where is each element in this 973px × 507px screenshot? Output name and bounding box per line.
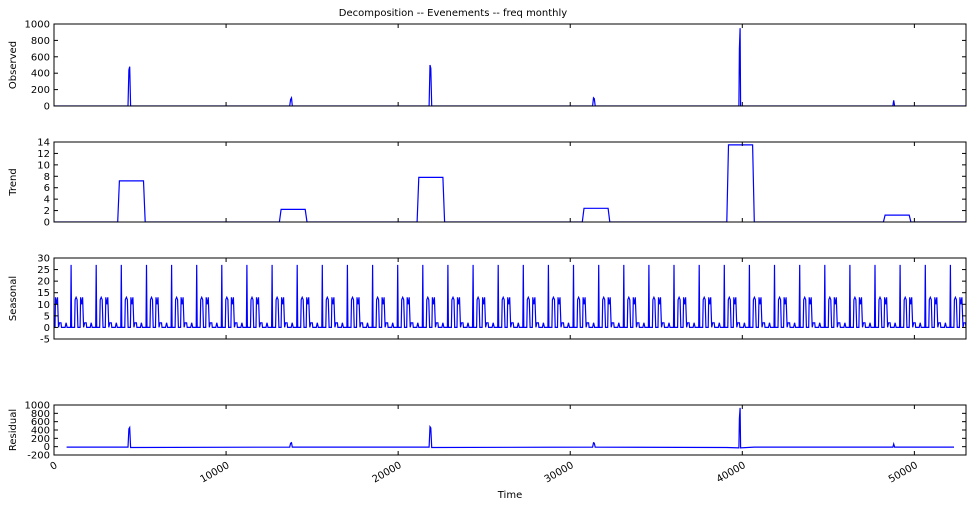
y-tick-label: 10 [37, 160, 50, 171]
y-tick-label: 2 [44, 206, 50, 217]
y-tick-label: 600 [31, 52, 50, 63]
y-axis-label-trend: Trend [8, 168, 19, 196]
y-axis-label-observed: Observed [8, 41, 19, 89]
series-line-trend [54, 144, 966, 222]
y-tick-label: -200 [27, 451, 50, 462]
y-tick-label: 1000 [25, 20, 50, 31]
panels: 02004006008001000Observed02468101214Tren… [8, 20, 967, 486]
axes-frame [53, 257, 967, 340]
y-tick-label: 0 [44, 102, 50, 113]
panel-observed: 0 200 400 600 800 1000 Observed [8, 20, 967, 113]
chart-title: Decomposition -- Evenements -- freq mont… [339, 8, 568, 19]
series-line-observed [54, 28, 966, 106]
y-tick-label: 1000 [25, 401, 50, 412]
x-tick-label: 30000 [543, 460, 576, 485]
x-tick-label: 40000 [715, 460, 748, 485]
y-tick-label: 200 [31, 85, 50, 96]
y-tick-label: 4 [44, 195, 50, 206]
y-tick-label: 200 [31, 434, 50, 445]
y-tick-label: 25 [37, 265, 50, 276]
series-line-seasonal [54, 264, 966, 328]
y-tick-label: -5 [40, 335, 50, 346]
y-tick-label: 800 [31, 409, 50, 420]
y-tick-label: 0 [44, 323, 50, 334]
x-tick-label: 50000 [887, 460, 920, 485]
y-tick-label: 12 [37, 149, 50, 160]
y-tick-label: 0 [44, 218, 50, 229]
x-tick-label: 20000 [371, 460, 404, 485]
y-tick-label: 400 [31, 69, 50, 80]
y-axis-label-seasonal: Seasonal [8, 276, 19, 321]
x-tick-label: 0 [48, 460, 59, 473]
x-axis-label: Time [497, 490, 522, 501]
y-tick-label: 10 [37, 300, 50, 311]
y-tick-label: 5 [44, 311, 50, 322]
y-tick-label: 0 [44, 442, 50, 453]
y-tick-label: 8 [44, 172, 50, 183]
y-tick-label: 800 [31, 36, 50, 47]
y-tick-label: 14 [37, 138, 50, 149]
y-tick-label: 30 [37, 254, 50, 265]
y-tick-label: 6 [44, 183, 50, 194]
y-tick-label: 400 [31, 426, 50, 437]
axes-frame [53, 23, 967, 107]
y-axis-label-residual: Residual [8, 409, 19, 451]
x-tick-label: 10000 [199, 460, 232, 485]
axes-frame [53, 141, 967, 223]
y-tick-label: 600 [31, 417, 50, 428]
y-tick-label: 20 [37, 277, 50, 288]
series-line-residual [66, 407, 954, 449]
y-tick-label: 15 [37, 288, 50, 299]
